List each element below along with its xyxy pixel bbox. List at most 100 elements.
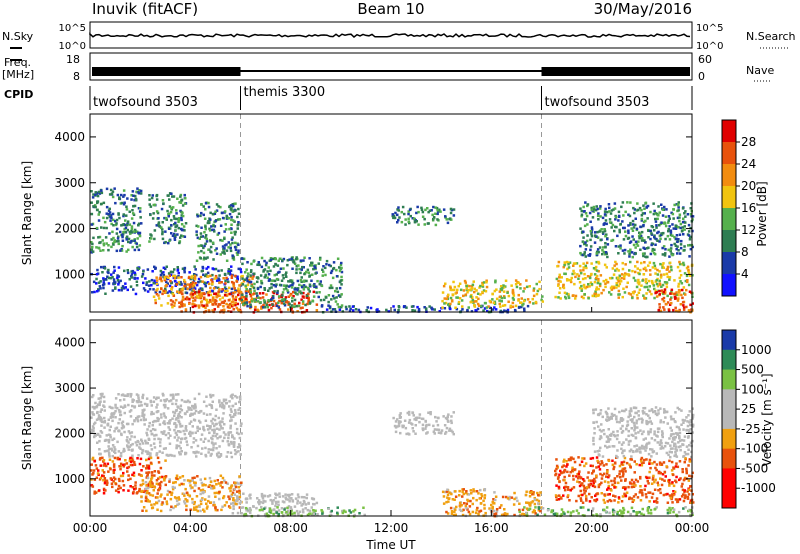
scatter-cell <box>475 289 478 292</box>
scatter-cell <box>583 464 586 468</box>
scatter-cell <box>596 236 600 239</box>
scatter-cell <box>595 288 598 291</box>
scatter-cell <box>203 296 206 299</box>
scatter-cell <box>578 264 582 268</box>
scatter-cell <box>178 411 182 414</box>
scatter-cell <box>135 280 139 283</box>
scatter-cell <box>263 306 267 309</box>
scatter-cell <box>679 477 682 480</box>
scatter-cell <box>479 502 483 505</box>
scatter-cell <box>218 298 222 301</box>
scatter-cell <box>179 404 183 407</box>
scatter-cell <box>167 432 170 435</box>
scatter-cell <box>199 478 202 481</box>
scatter-cell <box>338 308 342 311</box>
scatter-cell <box>168 205 172 208</box>
scatter-cell <box>155 452 159 455</box>
scatter-cell <box>157 499 161 503</box>
scatter-cell <box>442 502 446 505</box>
scatter-cell <box>281 294 284 297</box>
scatter-cell <box>270 298 273 301</box>
scatter-cell <box>169 291 173 294</box>
scatter-cell <box>470 310 474 313</box>
scatter-cell <box>209 245 213 249</box>
scatter-cell <box>168 478 171 481</box>
scatter-cell <box>392 216 395 220</box>
power-colorbar-tick-label: 16 <box>741 201 756 215</box>
scatter-cell <box>221 245 225 248</box>
scatter-cell <box>126 269 129 272</box>
scatter-cell <box>162 273 166 277</box>
scatter-cell <box>595 498 599 501</box>
scatter-cell <box>631 269 634 273</box>
scatter-cell <box>558 494 561 497</box>
scatter-cell <box>416 305 419 309</box>
scatter-cell <box>610 489 613 492</box>
scatter-cell <box>160 480 163 484</box>
scatter-cell <box>224 279 227 282</box>
scatter-cell <box>196 213 199 216</box>
scatter-cell <box>644 493 648 496</box>
scatter-cell <box>117 487 120 491</box>
scatter-cell <box>531 510 535 514</box>
scatter-cell <box>229 489 232 493</box>
scatter-cell <box>247 509 250 513</box>
scatter-cell <box>223 436 226 440</box>
scatter-cell <box>622 467 626 471</box>
scatter-cell <box>605 266 608 269</box>
scatter-cell <box>95 467 99 470</box>
scatter-cell <box>682 308 686 311</box>
scatter-cell <box>327 294 331 297</box>
scatter-cell <box>596 492 599 495</box>
scatter-cell <box>276 291 279 295</box>
scatter-cell <box>98 403 101 407</box>
scatter-cell <box>294 257 298 261</box>
scatter-cell <box>269 269 272 273</box>
scatter-cell <box>219 205 222 209</box>
scatter-cell <box>175 399 178 402</box>
scatter-cell <box>627 236 631 240</box>
scatter-cell <box>444 282 447 285</box>
scatter-cell <box>108 428 111 432</box>
scatter-cell <box>269 257 273 260</box>
scatter-cell <box>182 235 185 238</box>
scatter-cell <box>599 282 602 286</box>
scatter-cell <box>213 479 216 483</box>
scatter-cell <box>221 406 224 409</box>
scatter-cell <box>583 272 586 276</box>
scatter-cell <box>567 296 571 300</box>
scatter-cell <box>467 510 471 514</box>
scatter-cell <box>640 284 643 287</box>
scatter-cell <box>597 287 600 291</box>
scatter-cell <box>587 479 591 482</box>
scatter-cell <box>556 265 559 268</box>
scatter-cell <box>222 431 226 434</box>
scatter-cell <box>163 479 166 482</box>
scatter-cell <box>179 193 183 197</box>
scatter-cell <box>174 418 178 421</box>
scatter-cell <box>329 264 332 268</box>
scatter-cell <box>202 273 205 276</box>
scatter-cell <box>341 510 344 513</box>
scatter-cell <box>606 488 609 491</box>
scatter-cell <box>113 240 116 244</box>
scatter-cell <box>103 481 107 485</box>
scatter-cell <box>236 302 240 306</box>
scatter-cell <box>562 494 565 497</box>
scatter-cell <box>586 204 589 208</box>
scatter-cell <box>671 253 674 257</box>
scatter-cell <box>93 407 96 410</box>
scatter-cell <box>271 502 274 505</box>
scatter-cell <box>632 485 636 488</box>
scatter-cell <box>399 412 402 415</box>
scatter-cell <box>112 224 115 227</box>
scatter-cell <box>583 293 586 296</box>
scatter-cell <box>252 505 255 508</box>
scatter-cell <box>470 285 474 288</box>
scatter-cell <box>258 508 262 512</box>
scatter-cell <box>647 236 650 239</box>
scatter-cell <box>617 496 621 499</box>
scatter-cell <box>142 270 145 273</box>
scatter-cell <box>458 501 462 505</box>
scatter-cell <box>285 284 289 287</box>
